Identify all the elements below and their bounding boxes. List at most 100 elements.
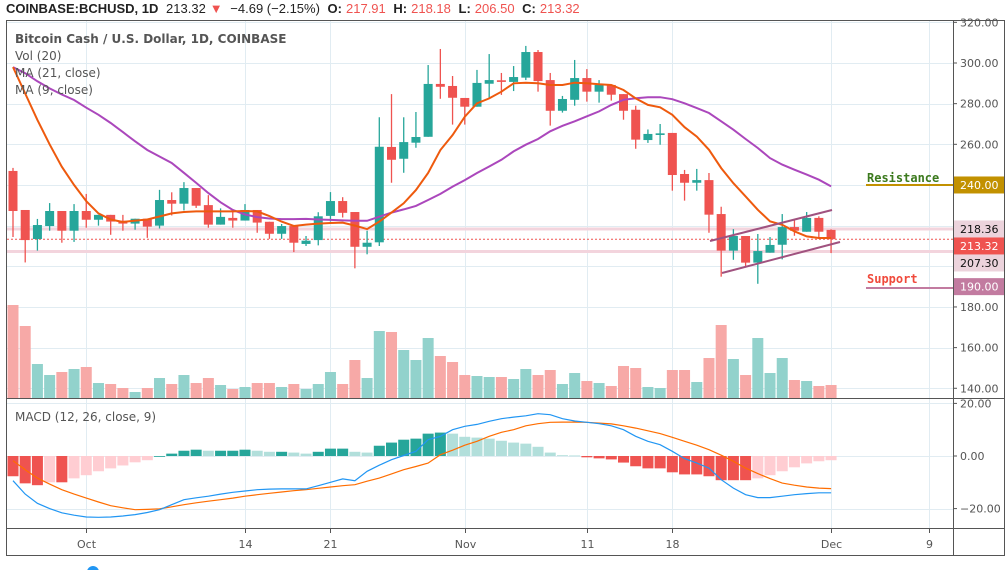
price-tag-level [954,220,1004,238]
macd-hist-bar [263,451,275,456]
volume-bar [398,350,410,398]
candle-down [81,211,91,220]
macd-line [12,413,832,518]
volume-bar [373,331,385,398]
volume-bar [471,376,483,398]
price-tag-label: 190.00 [960,281,999,294]
macd-hist-bar [447,433,459,456]
volume-bar [679,370,691,398]
candle-down [57,211,67,231]
macd-hist-bar [251,450,263,456]
macd-hist-bar [569,455,581,457]
volume-bar [129,392,141,398]
volume-bar [263,383,275,398]
volume-bar [312,384,324,398]
price-tick-label: 320.00 [960,16,999,29]
price-tag-label: 240.00 [960,179,999,192]
volume-bar [459,375,471,398]
candle-up [277,226,287,234]
candle-down [582,78,592,92]
legend-macd[interactable]: MACD (12, 26, close, 9) [15,410,156,424]
candle-up [655,133,665,135]
macd-hist-bar [825,456,837,461]
signal-line [12,421,832,511]
volume-bar [422,338,434,398]
macd-hist-bar [764,456,776,476]
legend-volume[interactable]: Vol (20) [15,49,61,63]
macd-hist-bar [202,450,214,456]
macd-hist-bar [788,456,800,468]
macd-hist-bar [630,456,642,467]
candle-down [460,97,470,107]
price-tick-label: 180.00 [960,301,999,314]
volume-bar [105,384,117,398]
macd-hist-bar [642,456,654,469]
time-tick-label: 18 [666,538,680,551]
candle-up [45,211,55,227]
price-axis[interactable]: 320.00 300.00 280.00 260.00 180.00 160.00 140.… [953,16,1004,516]
candle-down [8,170,18,212]
volume-bar [447,362,459,398]
macd-hist-bar [312,451,324,456]
volume-bar [630,368,642,398]
volume-bar [202,378,214,398]
candle-down [387,146,397,160]
candle-up [155,200,165,226]
candle-down [106,214,116,222]
volume-bar [361,378,373,398]
time-axis[interactable]: Oct 14 21 Nov 11 18 Dec 9 [77,528,933,551]
candle-down [167,200,177,204]
macd-hist-bar [300,453,312,456]
time-tick-label: Nov [455,538,477,551]
chart-title: Bitcoin Cash / U.S. Dollar, 1D, COINBASE [15,32,286,46]
volume-bars [7,305,837,398]
volume-bar [691,382,703,398]
candle-up [93,214,103,220]
scroll-dot-icon[interactable] [87,566,99,570]
price-tag-resistance [954,176,1004,194]
macd-hist-bar [556,455,568,457]
candle-up [362,242,372,247]
candle-up [509,77,519,82]
volume-bar [581,381,593,398]
macd-hist-bar [44,456,56,483]
macd-hist-bar [459,436,471,456]
macd-hist-bar [154,456,166,457]
macd-hist-bar [373,445,385,456]
macd-hist-bar [508,442,520,456]
macd-hist-bar [31,456,43,486]
candle-up [325,201,335,216]
support-label: Support [867,272,918,286]
macd-hist-bar [532,446,544,456]
macd-hist-bar [386,442,398,456]
price-tick-label: 300.00 [960,57,999,70]
volume-bar [386,332,398,398]
legend-ma9[interactable]: MA (9, close) [15,83,93,97]
candle-down [667,132,677,176]
ma21-line[interactable] [12,66,832,222]
volume-bar [508,379,520,398]
volume-bar [605,386,617,398]
volume-bar [141,388,153,398]
candle-up [216,216,226,225]
legend-ma21[interactable]: MA (21, close) [15,66,101,80]
macd-hist-bar [178,450,190,456]
candle-up [179,188,189,204]
macd-tick-label: −20.00 [960,503,1001,516]
volume-bar [788,380,800,398]
volume-bar [300,389,312,398]
candle-up [399,142,409,159]
grid [7,21,953,528]
channel-lower-line[interactable] [721,241,841,274]
volume-bar [483,377,495,398]
volume-bar [520,369,532,398]
open-label: O: [327,1,342,16]
ma9-line[interactable] [12,66,832,239]
price-tick-label: 280.00 [960,98,999,111]
volume-bar [764,373,776,398]
macd-hist-bar [813,456,825,462]
symbol-name[interactable]: COINBASE:BCHUSD, 1D [6,1,159,16]
volume-bar [556,384,568,398]
channel-upper-line[interactable] [709,209,833,242]
